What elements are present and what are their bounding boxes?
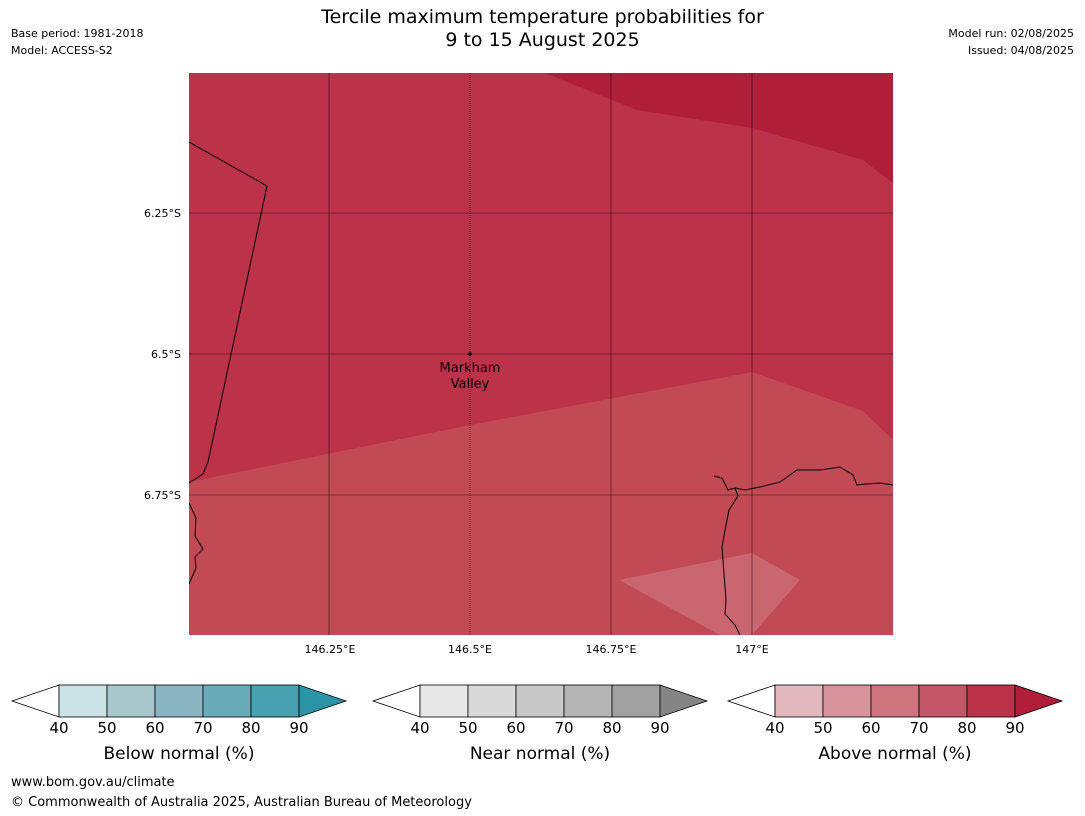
legend-above-normal-ticks: 40 50 60 70 80 90 (726, 719, 1064, 739)
legend-tick: 90 (289, 719, 309, 737)
legend-segment (371, 684, 421, 718)
legend-above-normal-bar (726, 684, 1064, 718)
legend-tick: 90 (1005, 719, 1025, 737)
page-title: Tercile maximum temperature probabilitie… (0, 6, 1085, 52)
coastline (189, 141, 893, 635)
legend-segment (966, 684, 1016, 718)
legend-tick: 80 (957, 719, 977, 737)
legend-segment (870, 684, 920, 718)
lat-label-6-25: 6.25°S (144, 207, 181, 220)
issued-date: Issued: 04/08/2025 (967, 44, 1074, 57)
legend-near-normal-bar (371, 684, 709, 718)
legend-tick: 70 (554, 719, 574, 737)
lat-label-6-5: 6.5°S (151, 348, 181, 361)
legend-below-normal: 40 50 60 70 80 90 Below normal (%) (10, 684, 348, 774)
place-label-line-2: Valley (451, 377, 490, 392)
legend-segment (659, 684, 709, 718)
forecast-map: Markham Valley 6.25°S 6.5°S 6.75°S 146.2… (144, 73, 893, 656)
legend-tick: 40 (765, 719, 785, 737)
legend-tick: 90 (650, 719, 670, 737)
legend-segment (419, 684, 469, 718)
legend-segment (10, 684, 60, 718)
legend-below-normal-bar (10, 684, 348, 718)
legend-below-normal-label: Below normal (%) (103, 744, 255, 764)
legend-tick: 50 (813, 719, 833, 737)
legend-tick: 60 (145, 719, 165, 737)
lat-label-6-75: 6.75°S (144, 489, 181, 502)
legend-segment (563, 684, 613, 718)
legend-near-normal-label: Near normal (%) (469, 744, 611, 764)
legend-tick: 70 (909, 719, 929, 737)
legend-segment (58, 684, 108, 718)
legend-above-normal: 40 50 60 70 80 90 Above normal (%) (726, 684, 1064, 774)
legend-segment (774, 684, 824, 718)
header-left: Base period: 1981-2018 Model: ACCESS-S2 (11, 25, 143, 59)
legend-tick: 80 (241, 719, 261, 737)
base-period: Base period: 1981-2018 (11, 27, 144, 40)
footer-url[interactable]: www.bom.gov.au/climate (11, 775, 175, 790)
model-name: Model: ACCESS-S2 (11, 44, 113, 57)
legend-segment (250, 684, 300, 718)
legend-segment (106, 684, 156, 718)
title-line-1: Tercile maximum temperature probabilitie… (321, 6, 764, 28)
legend-segment (515, 684, 565, 718)
footer-copyright: © Commonwealth of Australia 2025, Austra… (11, 795, 472, 810)
legend-tick: 50 (458, 719, 478, 737)
legend-tick: 50 (97, 719, 117, 737)
legend-segment (154, 684, 204, 718)
legend-tick: 60 (506, 719, 526, 737)
zone-above-50-60 (619, 553, 800, 635)
legend-segment (298, 684, 348, 718)
legend-near-normal: 40 50 60 70 80 90 Near normal (%) (371, 684, 709, 774)
lon-label-146-5: 146.5°E (448, 643, 492, 656)
legend-tick: 40 (49, 719, 69, 737)
legend-tick: 40 (410, 719, 430, 737)
legend-segment (726, 684, 776, 718)
legend-near-normal-ticks: 40 50 60 70 80 90 (371, 719, 709, 739)
legend-tick: 70 (193, 719, 213, 737)
legend-segment (202, 684, 252, 718)
place-label-line-1: Markham (440, 361, 501, 376)
zone-above-80-90 (545, 73, 893, 183)
model-run: Model run: 02/08/2025 (948, 27, 1074, 40)
header-right: Model run: 02/08/2025 Issued: 04/08/2025 (948, 25, 1074, 59)
legend-tick: 60 (861, 719, 881, 737)
lon-label-146-25: 146.25°E (305, 643, 356, 656)
legend-segment (1014, 684, 1064, 718)
legend-above-normal-label: Above normal (%) (818, 744, 972, 764)
legend-segment (467, 684, 517, 718)
title-line-2: 9 to 15 August 2025 (445, 29, 640, 51)
lon-label-147: 147°E (735, 643, 768, 656)
legend-segment (918, 684, 968, 718)
legend-below-normal-ticks: 40 50 60 70 80 90 (10, 719, 348, 739)
legend-segment (611, 684, 661, 718)
lon-label-146-75: 146.75°E (586, 643, 637, 656)
legend-segment (822, 684, 872, 718)
legend-tick: 80 (602, 719, 622, 737)
markham-valley-marker (468, 352, 472, 356)
